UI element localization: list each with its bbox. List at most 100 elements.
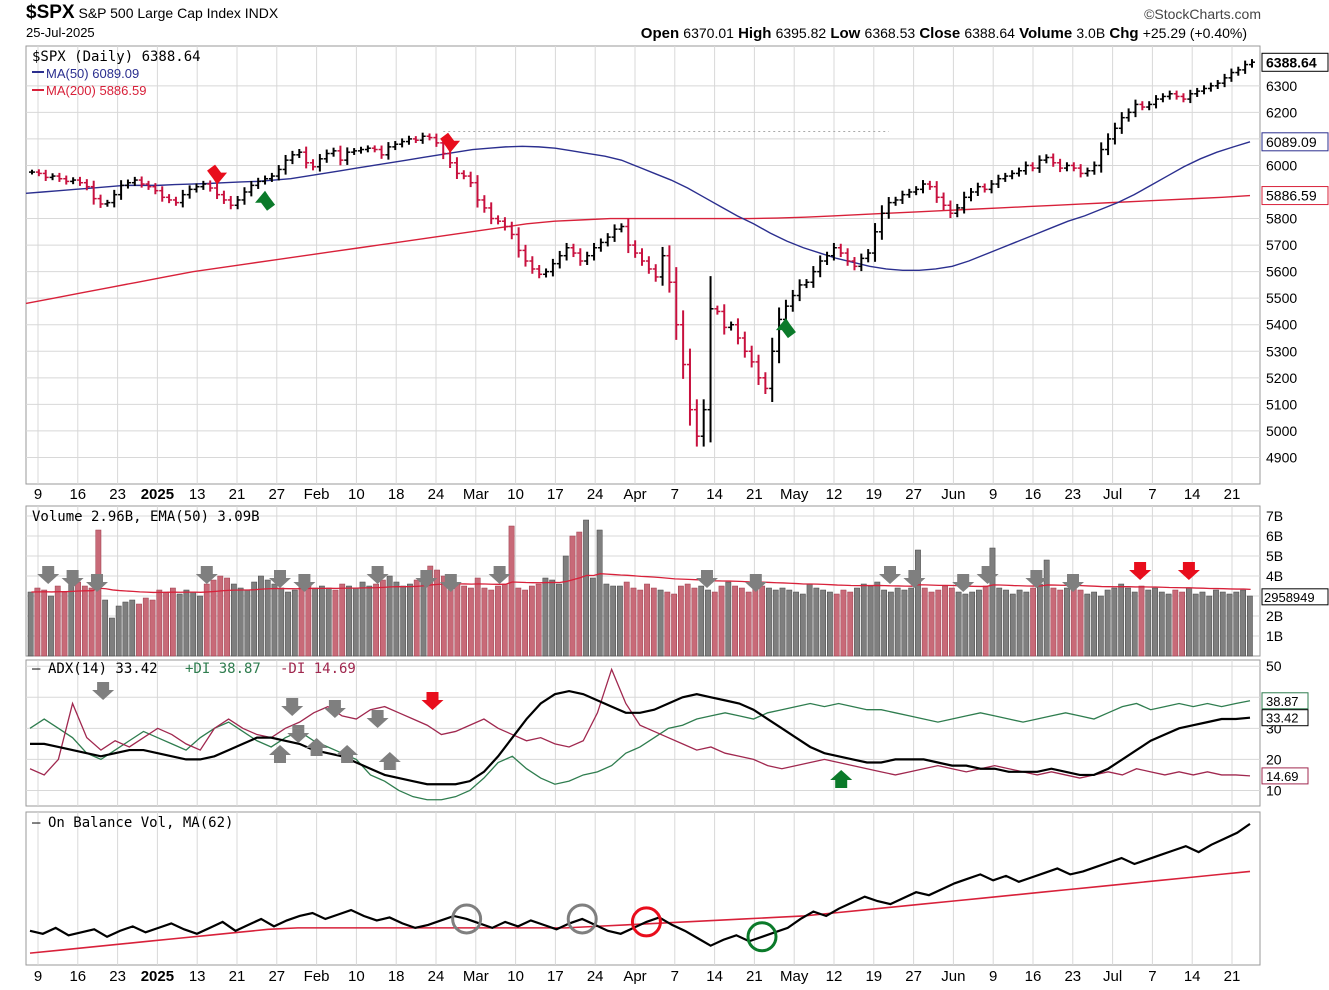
volume-bar [684,583,691,657]
volume-bar [88,587,95,657]
obv-x-tick-label: 7 [1148,968,1156,985]
adx-buy-arrow [830,770,853,788]
volume-bar [190,591,197,657]
volume-bar [623,581,630,657]
volume-marker-arrow [61,570,84,588]
volume-bar [928,591,935,657]
volume-bar [698,585,705,657]
obv-x-tick-label: 21 [229,968,246,985]
volume-bar [1097,595,1104,657]
volume-marker-arrow [1025,570,1048,588]
vol-last-box [1261,588,1329,606]
volume-bar [806,583,813,657]
volume-value: 3.0B [1076,25,1106,41]
price-legend-main: $SPX (Daily) 6388.64 [32,49,201,65]
x-tick-label: 21 [1224,486,1241,503]
symbol: $SPX [26,2,75,23]
adx-sell-arrow [421,692,444,710]
volume-bar [197,595,203,657]
x-tick-label: 17 [547,486,564,503]
volume-bar [948,587,955,657]
obv-green-marker [746,921,778,953]
minus-di-line [29,667,1251,779]
volume-bar [894,587,901,657]
volume-bar [359,581,366,657]
volume-bar [1138,585,1145,657]
adx-marker-arrow [269,745,291,763]
adx-last-box [1261,709,1309,727]
volume-bar [996,587,1003,657]
volume-marker-arrow [415,570,438,588]
volume-bar [481,587,488,657]
volume-bar [1023,591,1030,657]
x-tick-label: 14 [1184,486,1201,503]
obv-x-tick-label: 16 [1025,968,1042,985]
volume-bar [54,585,61,657]
exchange: INDX [244,5,279,21]
volume-bar [962,593,969,657]
volume-bar [325,587,332,657]
volume-bar [298,585,305,657]
volume-bar [745,591,752,657]
obv-x-tick-label: 13 [189,968,206,985]
obv-legend-swatch: — [32,815,41,831]
volume-bar [1003,589,1009,657]
volume-bar [122,601,129,657]
obv-x-tick-label: 21 [1224,968,1241,985]
x-tick-label: 24 [428,486,445,503]
volume-marker-arrow [976,566,999,584]
volume-bar [81,585,88,657]
volume-bar [271,583,278,657]
volume-bar [1165,593,1172,657]
volume-marker-arrow [952,574,975,592]
adx-marker-arrow [366,710,389,728]
volume-marker-arrow [37,566,60,584]
volume-bar [142,597,149,657]
price-y-tick: 4900 [1266,449,1297,465]
obv-x-tick-label: May [780,968,809,985]
x-tick-label: Jun [941,486,965,503]
volume-bar [1111,587,1118,657]
volume-bar [285,591,291,657]
volume-bar [319,585,325,657]
volume-bar [1206,595,1213,657]
volume-bar [468,587,474,657]
vol-y-tick: 5B [1266,548,1283,564]
volume-marker-arrow [269,570,291,588]
volume-bar [1186,587,1192,657]
plus-di-line [29,700,1251,801]
volume-bar [887,591,894,657]
volume-bar [840,589,847,657]
price-y-tick: 6000 [1266,157,1297,173]
adx-y-tick: 50 [1266,658,1282,674]
volume-bar [1070,585,1077,657]
volume-bar [109,617,115,657]
volume-bar [251,581,258,657]
volume-bar [705,589,711,657]
buy-signal-arrow [255,190,276,211]
minusdi-legend: -DI 14.69 [280,661,356,677]
volume-marker-arrow [195,566,218,584]
x-tick-label: 10 [348,486,365,503]
volume-bar [603,583,610,657]
volume-bar [752,583,759,657]
obv-x-tick-label: 23 [109,968,126,985]
x-tick-label: 24 [587,486,604,503]
x-tick-label: 14 [706,486,723,503]
volume-bar [1131,591,1138,657]
volume-bar [915,549,921,657]
x-tick-label: Apr [623,486,646,503]
obv-x-tick-label: Feb [304,968,330,985]
volume-bar [813,587,820,657]
x-tick-label: 13 [189,486,206,503]
volume-bar [583,519,589,657]
volume-bar [115,605,122,657]
volume-bar [596,529,603,657]
volume-bar [827,591,833,657]
volume-bar [908,587,915,657]
volume-bar [183,589,190,657]
volume-bar [440,575,447,657]
volume-bar [989,547,996,657]
volume-bar [1158,591,1165,657]
